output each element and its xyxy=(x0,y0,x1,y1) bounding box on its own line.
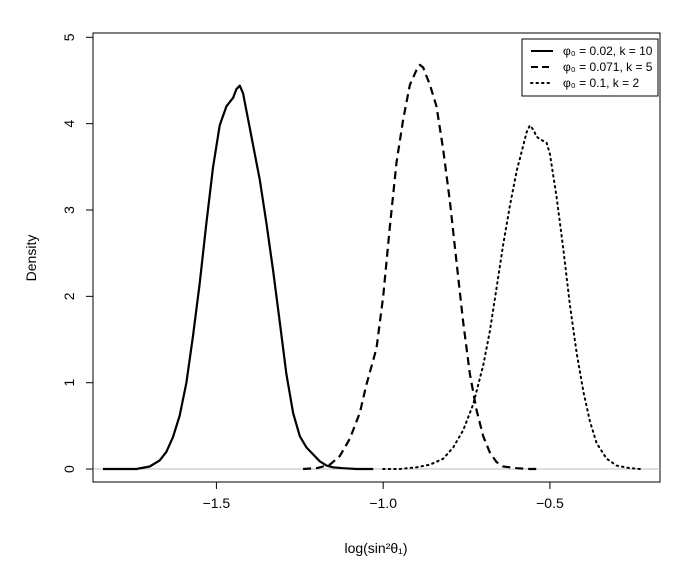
series-layer xyxy=(103,63,641,471)
y-tick-label: 2 xyxy=(61,292,77,300)
legend: φ₀ = 0.02, k = 10 φ₀ = 0.071, k = 5 φ₀ = 0… xyxy=(521,38,659,97)
y-tick-label: 0 xyxy=(61,465,77,473)
x-axis: −1.5 −1.0 −0.5 xyxy=(203,481,564,511)
y-tick-label: 1 xyxy=(61,379,77,387)
legend-label-3: φ₀ = 0.1, k = 2 xyxy=(563,76,639,90)
y-tick-label: 4 xyxy=(61,120,77,128)
series-line-2 xyxy=(303,63,540,471)
y-tick-label: 3 xyxy=(61,206,77,214)
y-axis: 0 1 2 3 4 5 xyxy=(61,33,94,473)
x-tick-label: −1.5 xyxy=(203,495,231,511)
series-line-1 xyxy=(103,84,374,471)
series-line-3 xyxy=(382,124,641,470)
legend-label-2: φ₀ = 0.071, k = 5 xyxy=(563,60,653,74)
x-tick-label: −0.5 xyxy=(536,495,564,511)
plot-frame xyxy=(92,32,661,483)
y-axis-title: Density xyxy=(23,235,39,282)
y-tick-label: 5 xyxy=(61,33,77,41)
x-axis-title: log(sin²θ₁) xyxy=(344,540,407,556)
legend-label-1: φ₀ = 0.02, k = 10 xyxy=(563,44,653,58)
x-tick-label: −1.0 xyxy=(369,495,397,511)
